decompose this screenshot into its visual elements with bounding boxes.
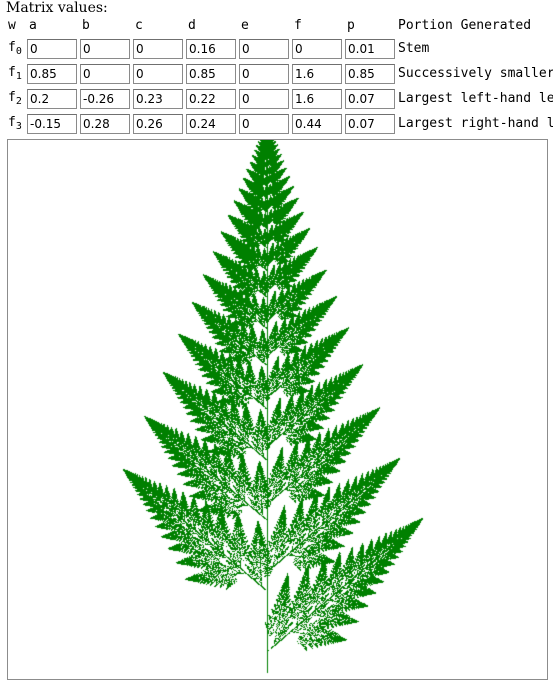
row-label-f3: f3	[8, 115, 22, 131]
f0-b-input[interactable]	[80, 39, 130, 59]
row-label-f0: f0	[8, 40, 22, 56]
f1-portion-label: Successively smaller leaflets	[398, 66, 553, 82]
row-label-f3-letter: f	[8, 115, 16, 130]
f2-d-input[interactable]	[186, 89, 236, 109]
f0-d-input[interactable]	[186, 39, 236, 59]
f3-b-input[interactable]	[80, 114, 130, 134]
f1-d-input[interactable]	[186, 64, 236, 84]
f3-e-input[interactable]	[239, 114, 289, 134]
f0-e-input[interactable]	[239, 39, 289, 59]
header-p: p	[347, 18, 355, 34]
header-f: f	[294, 18, 302, 34]
row-label-f1-index: 1	[16, 71, 22, 82]
row-label-f1: f1	[8, 65, 22, 81]
f1-a-input[interactable]	[27, 64, 77, 84]
row-label-f2-index: 2	[16, 96, 22, 107]
f2-b-input[interactable]	[80, 89, 130, 109]
f2-a-input[interactable]	[27, 89, 77, 109]
f2-p-input[interactable]	[345, 89, 395, 109]
f3-d-input[interactable]	[186, 114, 236, 134]
matrix-table: w a b c d e f p Portion Generated f0 Ste…	[0, 0, 553, 140]
f2-portion-label: Largest left-hand leaflet	[398, 91, 553, 107]
f1-b-input[interactable]	[80, 64, 130, 84]
f1-e-input[interactable]	[239, 64, 289, 84]
fern-canvas-frame	[7, 139, 548, 680]
f0-c-input[interactable]	[133, 39, 183, 59]
fern-canvas	[8, 140, 547, 679]
f3-c-input[interactable]	[133, 114, 183, 134]
row-label-f0-letter: f	[8, 40, 16, 55]
f0-f-input[interactable]	[292, 39, 342, 59]
header-portion-generated: Portion Generated	[398, 18, 531, 34]
f0-a-input[interactable]	[27, 39, 77, 59]
row-label-f1-letter: f	[8, 65, 16, 80]
f1-c-input[interactable]	[133, 64, 183, 84]
f1-p-input[interactable]	[345, 64, 395, 84]
f1-f-input[interactable]	[292, 64, 342, 84]
header-a: a	[29, 18, 37, 34]
header-c: c	[135, 18, 143, 34]
f3-p-input[interactable]	[345, 114, 395, 134]
f2-f-input[interactable]	[292, 89, 342, 109]
f2-e-input[interactable]	[239, 89, 289, 109]
header-d: d	[188, 18, 196, 34]
row-label-f3-index: 3	[16, 121, 22, 132]
f0-p-input[interactable]	[345, 39, 395, 59]
header-w: w	[8, 18, 16, 34]
f2-c-input[interactable]	[133, 89, 183, 109]
row-label-f2: f2	[8, 90, 22, 106]
f0-portion-label: Stem	[398, 41, 429, 57]
row-label-f2-letter: f	[8, 90, 16, 105]
header-b: b	[82, 18, 90, 34]
row-label-f0-index: 0	[16, 46, 22, 57]
f3-a-input[interactable]	[27, 114, 77, 134]
f3-portion-label: Largest right-hand leaflet	[398, 116, 553, 132]
header-e: e	[241, 18, 249, 34]
f3-f-input[interactable]	[292, 114, 342, 134]
